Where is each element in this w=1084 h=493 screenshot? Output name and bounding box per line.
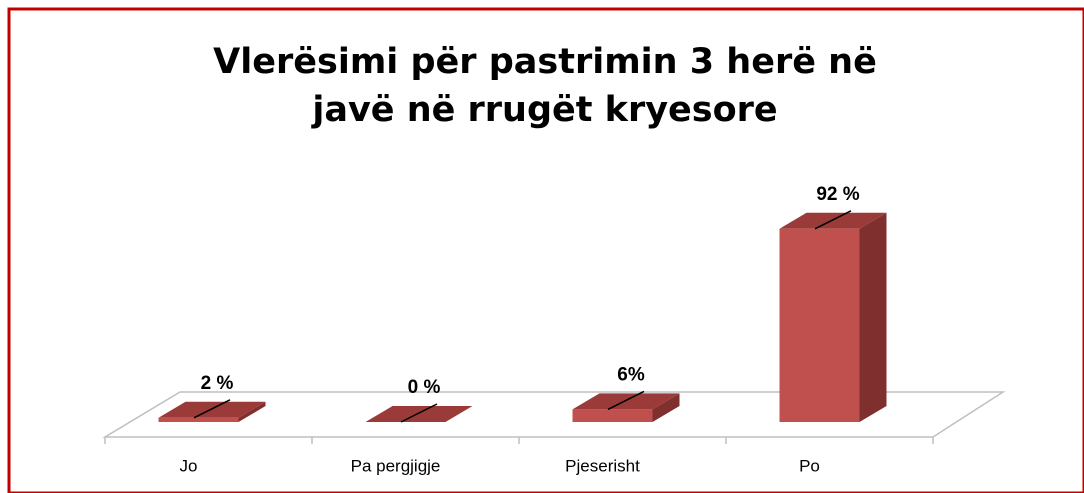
x-tick-label: Pjeserisht [565,456,640,475]
x-tick-label: Pa pergjigje [351,456,441,475]
floor [102,391,1006,438]
leader-line [607,390,645,411]
bar [365,406,473,422]
value-label: 92 % [816,184,859,205]
x-tick-label: Jo [180,456,198,475]
bar [572,393,680,422]
leader-line [193,399,231,419]
x-tick-label: Po [799,456,820,475]
bar-front [158,417,239,422]
bar [158,401,266,422]
bar-side [652,393,680,422]
bar-front [572,409,653,422]
bar-top [779,212,887,229]
bar-front [779,228,860,422]
value-label: 0 % [408,377,441,398]
leader-line [814,210,852,230]
chart-title: Vlerësimi për pastrimin 3 herë në javë n… [213,42,877,130]
bar-top [158,401,266,418]
bar-top [572,393,680,410]
bar [779,212,887,422]
frame [7,7,1084,493]
value-label: 6% [617,364,645,385]
bar-side [238,401,266,422]
bar-side [859,212,887,422]
leader-line [400,403,438,423]
bar-top [365,406,473,422]
value-label: 2 % [201,373,234,394]
